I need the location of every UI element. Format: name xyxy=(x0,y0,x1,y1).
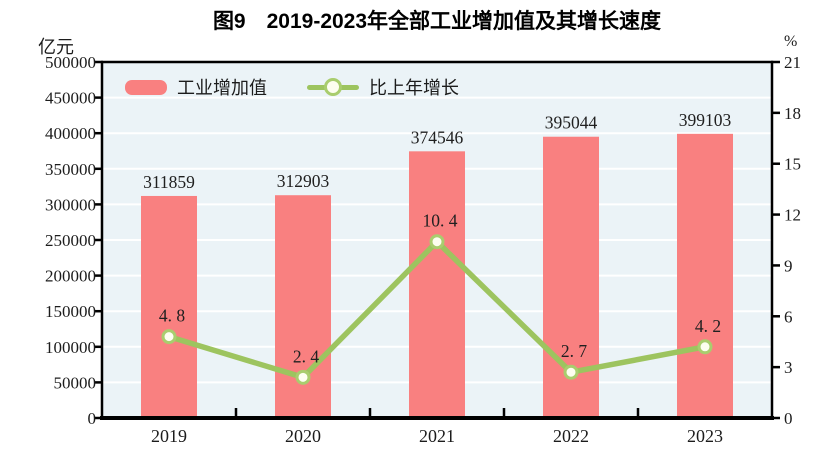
right-axis-unit: % xyxy=(784,33,798,50)
legend-item-bar: 工业增加值 xyxy=(125,74,267,100)
right-axis-tick-label: 6 xyxy=(784,307,793,326)
bar-value-label-2022: 395044 xyxy=(545,113,598,133)
bar-2019 xyxy=(141,195,197,418)
line-value-label-2020: 2. 4 xyxy=(293,346,320,366)
right-axis-tick-label: 21 xyxy=(784,53,801,72)
right-axis-tick-label: 3 xyxy=(784,358,793,377)
x-axis-category-label: 2021 xyxy=(419,426,455,446)
right-axis-tick-label: 15 xyxy=(784,155,801,174)
line-marker-2023 xyxy=(697,339,713,355)
left-axis-tick-label: 200000 xyxy=(45,267,96,286)
bar-value-label-2023: 399103 xyxy=(679,110,732,130)
x-axis-category-label: 2022 xyxy=(553,426,589,446)
bar-2021 xyxy=(409,151,465,418)
left-axis-tick-label: 250000 xyxy=(45,231,96,250)
line-marker-2022 xyxy=(563,364,579,380)
left-axis-unit: 亿元 xyxy=(38,37,74,57)
left-axis-tick-label: 100000 xyxy=(45,338,96,357)
left-axis-tick-label: 450000 xyxy=(45,89,96,108)
left-axis-tick-label: 400000 xyxy=(45,124,96,143)
legend-label-line: 比上年增长 xyxy=(369,78,459,98)
legend-item-line: 比上年增长 xyxy=(307,74,459,100)
line-marker-2020 xyxy=(295,369,311,385)
line-marker-2021 xyxy=(429,234,445,250)
bar-value-label-2019: 311859 xyxy=(143,172,195,192)
bar-value-label-2021: 374546 xyxy=(411,127,464,147)
right-axis-tick-label: 18 xyxy=(784,104,801,123)
line-marker-dot-icon xyxy=(324,78,342,96)
right-axis-tick-label: 9 xyxy=(784,256,793,275)
legend-label-bar: 工业增加值 xyxy=(177,78,267,98)
right-axis-tick-label: 12 xyxy=(784,206,801,225)
left-axis-tick-label: 350000 xyxy=(45,160,96,179)
left-axis-tick-label: 150000 xyxy=(45,302,96,321)
line-value-label-2022: 2. 7 xyxy=(561,341,588,361)
line-value-label-2023: 4. 2 xyxy=(695,316,721,336)
left-axis-tick-label: 50000 xyxy=(54,373,97,392)
x-axis-category-label: 2019 xyxy=(151,426,187,446)
left-axis-tick-label: 500000 xyxy=(45,53,96,72)
left-axis-tick-label: 0 xyxy=(88,409,97,428)
bar-series-swatch-icon xyxy=(125,79,167,95)
bar-2023 xyxy=(677,133,733,418)
legend: 工业增加值 比上年增长 xyxy=(125,74,459,100)
line-value-label-2021: 10. 4 xyxy=(423,211,458,231)
bar-value-label-2020: 312903 xyxy=(277,171,330,191)
x-axis-category-label: 2023 xyxy=(687,426,723,446)
x-axis-category-label: 2020 xyxy=(285,426,321,446)
line-series-marker-icon xyxy=(307,78,359,96)
line-marker-2019 xyxy=(161,329,177,345)
chart-title: 图9 2019-2023年全部工业增加值及其增长速度 xyxy=(212,10,662,33)
left-axis-tick-label: 300000 xyxy=(45,195,96,214)
line-value-label-2019: 4. 8 xyxy=(159,306,186,326)
right-axis-tick-label: 0 xyxy=(784,409,793,428)
